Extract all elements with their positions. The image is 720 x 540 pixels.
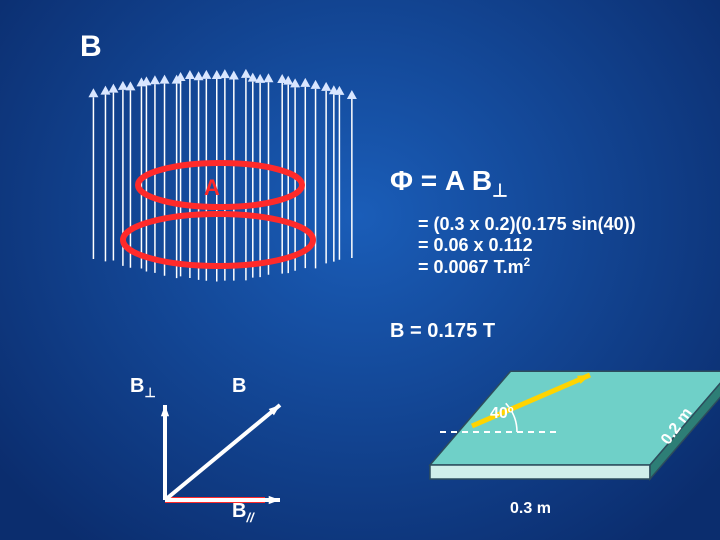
label-angle: 40º <box>490 405 514 423</box>
label-dim-width: 0.3 m <box>510 500 551 518</box>
slab-diagram <box>0 0 720 540</box>
